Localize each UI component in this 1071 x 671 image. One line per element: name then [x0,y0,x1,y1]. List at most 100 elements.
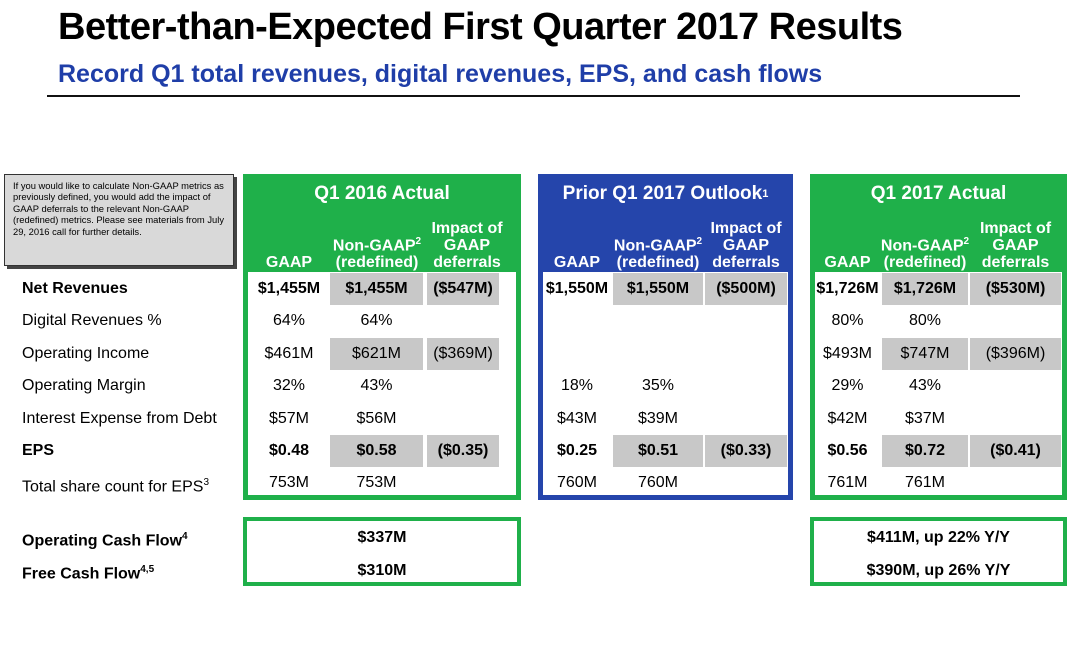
table-row: $0.56 $0.72 ($0.41) [815,435,1062,467]
table-row: $0.25 $0.51 ($0.33) [543,435,788,467]
table-cell: $461M [264,344,314,362]
table-cell: 43% [360,377,393,395]
impact-label-line: GAAP [992,237,1039,254]
row-label-text: Operating Margin [22,377,146,395]
table-cell: ($547M) [427,273,499,305]
q1-2017-panel: Q1 2017 Actual GAAP Non-GAAP2 (redefined) I… [810,174,1067,500]
table-cell [970,305,1061,337]
table-cell: 760M [637,474,679,492]
table-cell: ($0.35) [427,435,499,467]
table-cell: $0.56 [827,442,868,459]
table-cell: 760M [556,474,598,492]
table-cell: $37M [904,409,946,427]
table-cell [427,305,499,337]
q1-2017-ocf-value: $411M, up 22% Y/Y [867,529,1010,546]
table-cell: $747M [882,337,968,370]
table-cell [613,305,703,337]
redefined-label: (redefined) [335,254,419,271]
non-gaap-label: Non-GAAP [880,237,964,254]
table-cell [427,403,499,435]
title-divider [47,95,1020,97]
table-row: 760M 760M [543,467,788,499]
panel-title: Q1 2016 Actual [314,183,450,204]
table-cell [970,403,1061,435]
row-label-text: Digital Revenues % [22,312,162,330]
table-cell [705,305,787,337]
free-cash-flow-label: Free Cash Flow4,5 [22,564,155,583]
table-cell: 64% [360,312,393,330]
column-headers: GAAP Non-GAAP2 (redefined) Impact of GAAP def… [538,214,793,272]
non-gaap-note: If you would like to calculate Non-GAAP … [4,174,234,266]
table-cell: $0.48 [268,442,310,459]
operating-cash-flow-label: Operating Cash Flow4 [22,531,188,550]
table-cell: 761M [827,474,868,492]
table-cell: 29% [831,377,864,395]
impact-label-line: Impact of [431,220,503,237]
impact-label-line: Impact of [979,220,1052,237]
impact-label-line: GAAP [443,237,491,254]
table-cell: $0.25 [556,442,598,459]
table-cell [427,370,499,402]
table-cell: $0.72 [882,435,968,467]
non-gaap-label: Non-GAAP [613,237,697,254]
q1-2016-cash-flow-box: $337M $310M [243,517,521,586]
column-headers: GAAP Non-GAAP2 (redefined) Impact of GAAP def… [243,214,521,272]
table-cell: $1,550M [545,280,609,297]
table-row: 753M 753M [248,467,516,499]
row-label: Operating Income [22,344,149,364]
impact-label-line: deferrals [712,254,780,271]
table-row: $493M $747M ($396M) [815,337,1062,370]
q1-2016-panel: Q1 2016 Actual GAAP Non-GAAP2 (redefined) I… [243,174,521,500]
table-cell: ($500M) [705,273,787,305]
table-row: $43M $39M [543,403,788,435]
table-cell: $493M [823,344,872,362]
footnote-marker: 3 [203,477,209,489]
table-cell: 753M [356,474,397,492]
table-cell: $1,726M [882,273,968,305]
table-cell: 43% [908,377,942,395]
table-row: $1,550M $1,550M ($500M) [543,273,788,305]
q1-2017-cash-flow-box: $411M, up 22% Y/Y $390M, up 26% Y/Y [810,517,1067,586]
gaap-column-header: GAAP [824,254,871,271]
row-label-text: Interest Expense from Debt [22,409,217,427]
table-cell: $56M [356,409,397,427]
table-cell: $0.58 [330,435,423,467]
table-cell: ($0.33) [705,435,787,467]
impact-column-header: Impact of GAAP deferrals [705,220,787,271]
q1-2017-fcf-value: $390M, up 26% Y/Y [866,562,1011,579]
gaap-column-header: GAAP [265,254,313,271]
table-cell: $39M [637,409,679,427]
table-cell [705,370,787,402]
table-cell: $1,726M [816,280,879,297]
impact-label-line: deferrals [981,254,1050,271]
table-cell [970,370,1061,402]
table-cell: $1,550M [613,273,703,305]
non-gaap-column-header: Non-GAAP2 (redefined) [329,233,425,271]
row-label-text: Operating Income [22,344,150,362]
table-cell: 80% [831,312,864,330]
page-subtitle: Record Q1 total revenues, digital revenu… [58,60,823,88]
q1-2016-ocf-value: $337M [357,529,407,546]
table-cell: ($396M) [970,337,1061,370]
gaap-column-header: GAAP [553,254,601,271]
table-cell: $621M [330,337,423,370]
table-row: 32% 43% [248,370,516,402]
non-gaap-column-header: Non-GAAP2 (redefined) [880,233,970,271]
redefined-label: (redefined) [616,254,700,271]
table-cell [543,338,611,370]
table-row: $461M $621M ($369M) [248,337,516,370]
table-row [543,305,788,337]
row-label-text: Total share count for EPS [22,478,204,496]
table-row: 29% 43% [815,370,1062,402]
table-cell: 32% [272,377,306,395]
table-cell: $57M [268,409,310,427]
table-row: 18% 35% [543,370,788,402]
table-cell [543,305,611,337]
table-cell: ($0.41) [970,435,1061,467]
table-row: 80% 80% [815,305,1062,337]
impact-column-header: Impact of GAAP deferrals [426,220,508,271]
table-row: $1,726M $1,726M ($530M) [815,273,1062,305]
q1-2016-fcf-value: $310M [357,562,407,579]
table-cell [705,467,787,499]
table-cell: 35% [641,377,675,395]
